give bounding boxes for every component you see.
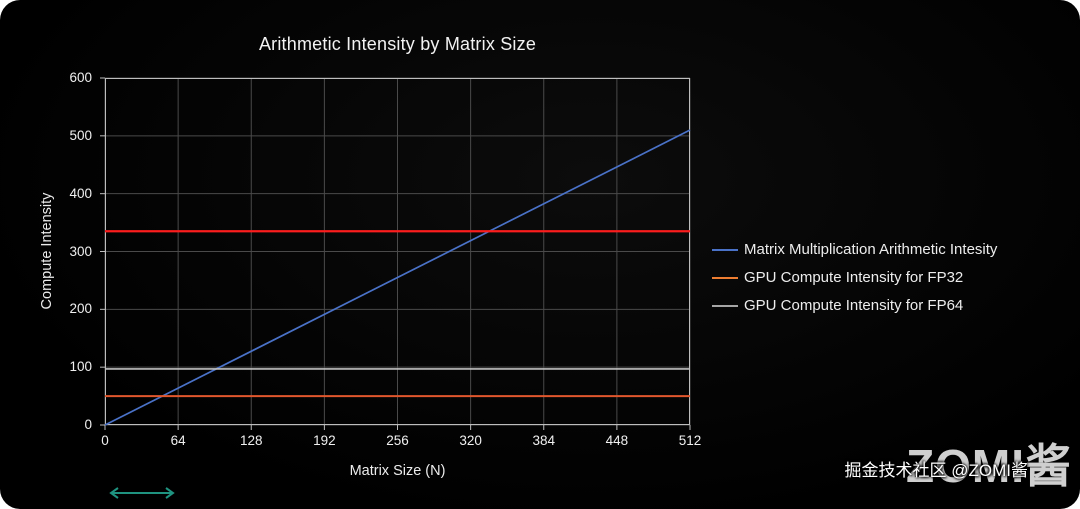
series-matmul-arithmetic-intensity <box>104 129 691 426</box>
legend-line-swatch <box>712 248 738 251</box>
legend-item-2: GPU Compute Intensity for FP64 <box>712 297 997 314</box>
x-tick-label: 64 <box>170 433 186 448</box>
plot-border <box>105 78 690 425</box>
plot-area <box>100 77 691 430</box>
watermark-logo: ZOMI酱 <box>906 440 1072 492</box>
y-tick-label: 200 <box>69 301 92 317</box>
watermark-text: 掘金技术社区 @ZOMI酱 <box>844 461 1028 480</box>
x-tick-label: 128 <box>239 433 263 448</box>
legend-item-0: Matrix Multiplication Arithmetic Intesit… <box>712 241 997 258</box>
legend-item-1: GPU Compute Intensity for FP32 <box>712 269 997 286</box>
chart-title: Arithmetic Intensity by Matrix Size <box>258 34 537 54</box>
x-tick-label: 384 <box>532 433 556 448</box>
x-tick-label: 512 <box>678 433 702 448</box>
legend-label: Matrix Multiplication Arithmetic Intesit… <box>744 241 998 258</box>
legend-label: GPU Compute Intensity for FP64 <box>744 297 964 314</box>
y-tick-labels: 0 100 200 300 400 500 600 <box>50 70 92 432</box>
y-tick-label: 500 <box>69 127 92 143</box>
x-tick-labels: 0 64 128 192 256 320 384 448 512 <box>101 433 701 451</box>
y-tick-label: 300 <box>69 243 92 259</box>
legend-label: GPU Compute Intensity for FP32 <box>744 269 964 286</box>
y-tick-label: 100 <box>69 359 92 375</box>
double-arrow-icon <box>109 487 175 499</box>
legend-line-swatch <box>712 304 738 307</box>
legend: Matrix Multiplication Arithmetic Intesit… <box>712 241 997 325</box>
y-tick-label: 0 <box>84 417 92 432</box>
y-tick-label: 600 <box>69 70 92 85</box>
x-tick-label: 256 <box>386 433 409 448</box>
x-tick-label: 0 <box>101 433 109 448</box>
y-tick-label: 400 <box>69 185 92 201</box>
legend-line-swatch <box>712 276 738 279</box>
x-tick-label: 320 <box>459 433 482 448</box>
x-tick-label: 448 <box>605 433 629 448</box>
x-axis-title: Matrix Size (N) <box>349 463 446 479</box>
x-tick-label: 192 <box>313 433 336 448</box>
